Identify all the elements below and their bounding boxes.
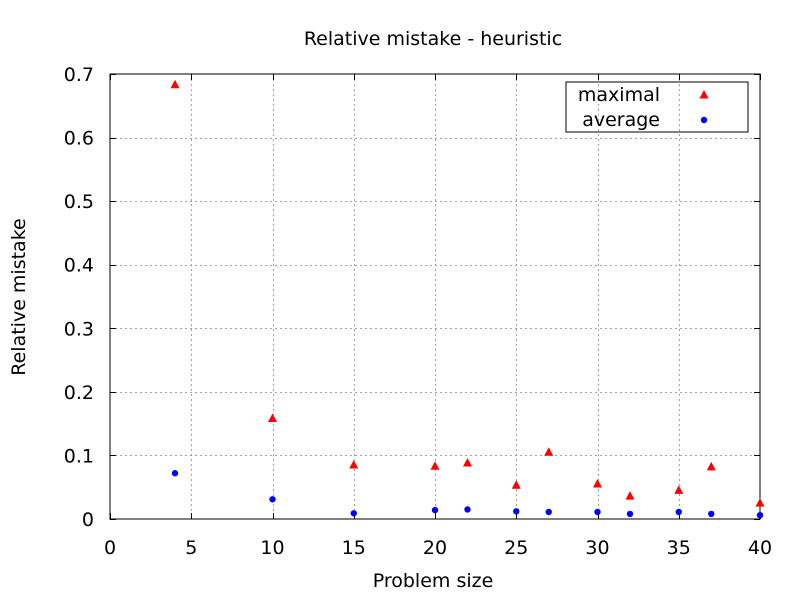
y-tick-label: 0.1 xyxy=(64,445,94,467)
average-point xyxy=(513,508,520,515)
average-point xyxy=(464,506,471,513)
y-axis-label: Relative mistake xyxy=(8,218,30,375)
maximal-point xyxy=(170,79,180,89)
maximal-point xyxy=(463,458,472,467)
y-tick-label: 0.3 xyxy=(64,318,94,340)
x-axis-label: Problem size xyxy=(373,570,494,592)
average-point xyxy=(626,510,634,518)
x-tick-label: 10 xyxy=(260,537,284,559)
y-tick-label: 0.2 xyxy=(64,382,94,404)
average-point xyxy=(675,508,682,516)
y-tick-label: 0.7 xyxy=(64,64,94,86)
legend-marker-maximal xyxy=(699,90,709,99)
average-point xyxy=(708,510,715,518)
x-tick-label: 35 xyxy=(667,537,691,559)
y-tick-label: 0 xyxy=(82,509,94,531)
x-tick-label: 25 xyxy=(504,537,528,559)
x-tick-label: 0 xyxy=(104,537,116,559)
grid-lines xyxy=(110,74,760,519)
x-tick-label: 40 xyxy=(748,537,772,559)
y-tick-label: 0.4 xyxy=(64,255,94,277)
average-point xyxy=(756,511,764,519)
maximal-point xyxy=(625,491,635,500)
chart-title: Relative mistake - heuristic xyxy=(304,28,562,50)
x-tick-label: 5 xyxy=(185,537,197,559)
maximal-point xyxy=(349,459,359,469)
x-tick-label: 30 xyxy=(585,537,609,559)
x-tick-label: 15 xyxy=(342,537,366,559)
average-point xyxy=(269,496,276,503)
legend-marker-average xyxy=(700,116,708,124)
average-point xyxy=(171,470,179,477)
legend-label-average: average xyxy=(582,109,660,131)
maximal-point xyxy=(674,485,684,494)
average-point xyxy=(431,506,439,514)
maximal-point xyxy=(430,461,440,470)
legend-label-maximal: maximal xyxy=(578,84,660,106)
maximal-point xyxy=(511,480,521,489)
y-tick-label: 0.5 xyxy=(64,191,94,213)
data-points xyxy=(170,79,765,519)
maximal-point xyxy=(268,413,277,423)
x-tick-label: 20 xyxy=(423,537,447,559)
maximal-point xyxy=(706,461,716,471)
axis-ticks: 0 5 10 15 20 25 30 35 40 0 0.1 0.2 0.3 0.4 0.5 0.6 0.7 xyxy=(64,64,772,559)
maximal-point xyxy=(755,498,765,507)
legend: maximal average xyxy=(565,81,749,133)
average-point xyxy=(545,508,552,516)
maximal-point xyxy=(593,479,602,488)
average-point xyxy=(594,508,601,516)
y-tick-label: 0.6 xyxy=(64,128,94,150)
maximal-point xyxy=(544,447,554,456)
average-point xyxy=(350,510,357,517)
legend-box xyxy=(565,81,749,133)
